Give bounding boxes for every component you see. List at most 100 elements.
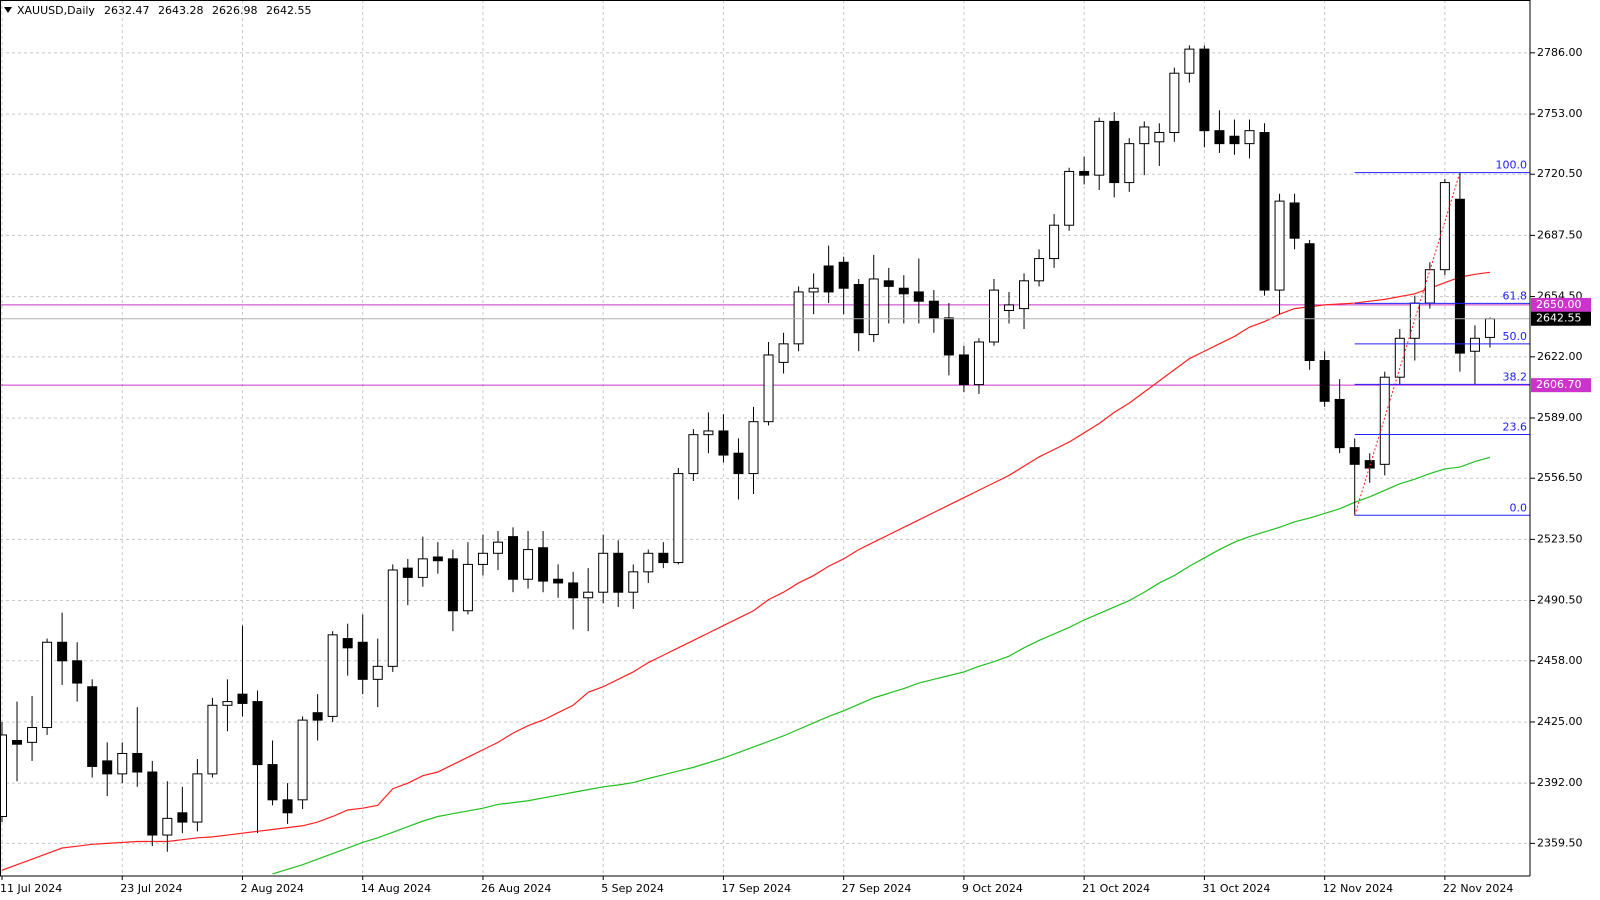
candle-body [778,343,789,363]
candle-body [973,341,984,386]
candle-body [1274,200,1285,291]
x-tick-label: 9 Oct 2024 [962,882,1023,895]
candle-body [177,812,188,823]
candle-body [838,261,849,289]
x-tick-label: 26 Aug 2024 [481,882,551,895]
candle-body [27,727,38,743]
candle-body [1199,48,1210,132]
candle-body [703,430,714,436]
candle-body [117,752,128,775]
candle-body [1259,132,1270,291]
candle-body [748,421,759,475]
candle-body [0,734,7,818]
candle-body [1349,447,1360,465]
candle-body [1169,72,1180,134]
candle-body [943,317,954,356]
x-tick-label: 11 Jul 2024 [0,882,62,895]
candle-body [1184,48,1195,74]
candle-body [297,719,308,801]
candle-body [538,547,549,582]
last-price-label: 2642.55 [1536,312,1582,325]
candle-body [57,641,68,662]
y-tick-label: 2786.00 [1537,46,1583,59]
candle-body [673,473,684,564]
candle-body [237,693,248,704]
candle-body [1424,269,1435,304]
candle-body [1034,258,1045,282]
collapse-arrow[interactable] [4,7,12,13]
candle-body [162,817,173,836]
x-tick-label: 5 Sep 2024 [601,882,664,895]
y-tick-label: 2687.50 [1537,228,1583,241]
candle-body [1394,337,1405,378]
header-low: 2626.98 [212,4,258,17]
x-tick-label: 12 Nov 2024 [1323,882,1393,895]
candle-body [958,354,969,386]
candle-body [1229,135,1240,145]
candle-body [928,300,939,319]
chart-title: XAUUSD,Daily [17,4,95,17]
candle-body [492,541,503,554]
y-tick-label: 2458.00 [1537,654,1583,667]
fib-label: 61.8 [1503,289,1528,302]
candle-body [282,799,293,814]
candle-body [1304,243,1315,362]
candle-body [1454,198,1465,354]
candle-body [988,289,999,343]
candle-body [252,701,263,766]
price-label: 2606.70 [1536,378,1582,391]
candle-body [387,569,398,667]
candle-body [1064,170,1075,226]
candle-body [733,452,744,475]
price-label-bg [1531,297,1591,312]
fib-label: 23.6 [1503,420,1528,433]
candle-body [718,430,729,456]
candle-body [267,764,278,801]
fib-label: 50.0 [1503,330,1528,343]
y-tick-label: 2589.00 [1537,411,1583,424]
candle-body [688,434,699,475]
candle-body [808,287,819,293]
x-tick-label: 21 Oct 2024 [1082,882,1150,895]
price-label-bg [1531,378,1591,393]
candle-body [1334,398,1345,449]
candle-body [1004,304,1015,311]
last-price-bg [1531,311,1591,326]
candle-body [598,552,609,593]
candle-body [1139,126,1150,145]
candle-body [1379,376,1390,465]
candle-body [12,740,23,745]
candle-body [1364,460,1375,469]
candle-body [1469,337,1480,352]
candle-body [868,278,879,336]
price-label: 2650.00 [1536,298,1582,311]
candle-body [222,701,233,706]
x-tick-label: 14 Aug 2024 [361,882,431,895]
candle-body [913,291,924,302]
header-open: 2632.47 [104,4,150,17]
candle-body [853,284,864,334]
candle-body [72,660,83,684]
fib-label: 0.0 [1510,501,1528,514]
y-tick-label: 2425.00 [1537,715,1583,728]
candle-body [1109,120,1120,184]
x-tick-label: 23 Jul 2024 [120,882,182,895]
y-tick-label: 2556.50 [1537,471,1583,484]
candle-body [207,704,218,775]
fib-label: 38.2 [1503,370,1528,383]
candle-body [132,752,143,773]
y-tick-label: 2359.50 [1537,836,1583,849]
moving-average [272,456,1491,875]
candle-body [553,578,564,584]
candle-body [1079,170,1090,176]
candle-body [823,265,834,293]
candle-body [1484,318,1495,338]
candle-body [508,536,519,580]
candle-body [327,634,338,717]
candle-body [87,686,98,767]
y-tick-label: 2622.00 [1537,350,1583,363]
fib-label: 100.0 [1496,159,1528,172]
candle-body [417,558,428,578]
